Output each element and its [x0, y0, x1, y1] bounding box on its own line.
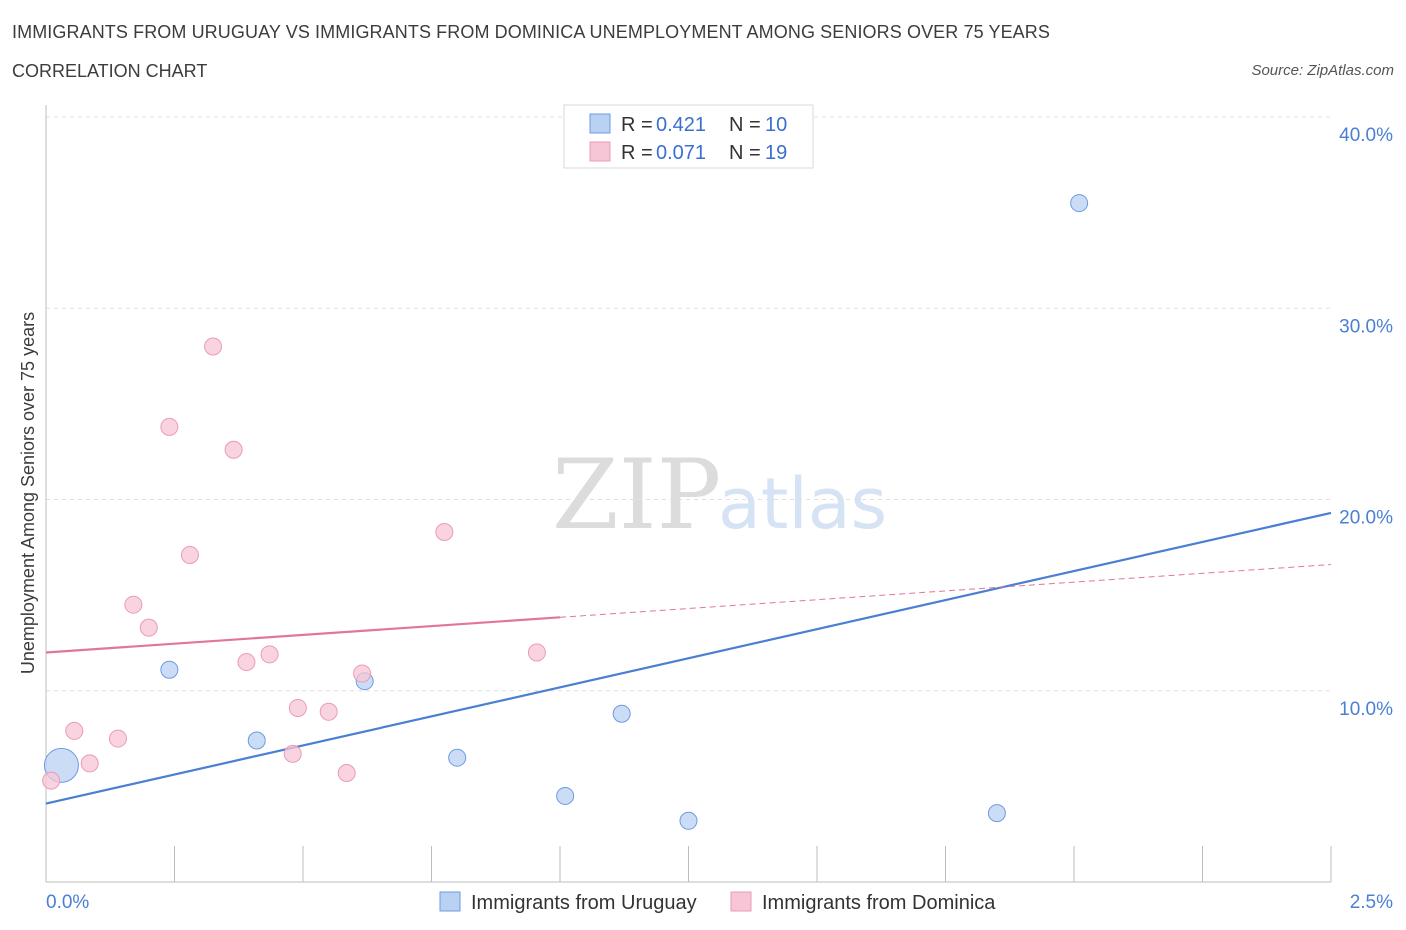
- point-uruguay-1: [160, 660, 179, 679]
- legend-swatch-uruguay: [589, 113, 611, 134]
- y-tick-label-30: 30.0%: [1339, 316, 1393, 337]
- chart-title: IMMIGRANTS FROM URUGUAY VS IMMIGRANTS FR…: [12, 22, 1050, 42]
- point-uruguay-6: [612, 704, 631, 723]
- point-dominica-4: [124, 595, 143, 614]
- watermark-atlas: atlas: [718, 463, 887, 545]
- y-axis-label: Unemployment Among Seniors over 75 years: [18, 312, 38, 674]
- point-uruguay-9: [1070, 194, 1089, 213]
- point-dominica-10: [237, 653, 256, 672]
- legend-swatch-dominica: [589, 141, 611, 162]
- point-dominica-3: [108, 729, 127, 748]
- point-dominica-15: [337, 763, 356, 782]
- point-dominica-0: [42, 771, 61, 790]
- correlation-legend: R = 0.421 N = 10 R = 0.071 N = 19: [563, 104, 814, 169]
- point-uruguay-5: [556, 786, 575, 805]
- axes: 10.0% 20.0% 30.0% 40.0% 0.0% 2.5%: [45, 105, 1393, 913]
- point-dominica-14: [319, 702, 338, 721]
- bottom-legend-label-dominica: Immigrants from Dominica: [762, 892, 996, 914]
- point-uruguay-8: [987, 804, 1006, 823]
- point-dominica-5: [139, 618, 158, 637]
- point-dominica-2: [80, 754, 99, 773]
- point-uruguay-2: [247, 731, 266, 750]
- data-points: [42, 194, 1089, 830]
- point-uruguay-7: [679, 811, 698, 830]
- trend-lines: [45, 511, 1332, 805]
- point-dominica-9: [224, 440, 243, 459]
- source-credit: Source: ZipAtlas.com: [1251, 62, 1394, 79]
- point-dominica-17: [435, 523, 454, 542]
- legend-n-label-1: N =: [729, 114, 761, 136]
- x-tick-label-min: 0.0%: [46, 892, 89, 913]
- y-tick-label-40: 40.0%: [1339, 125, 1393, 146]
- legend-r-label-2: R =: [621, 142, 653, 164]
- legend-r-value-uruguay: 0.421: [656, 114, 706, 136]
- point-dominica-18: [527, 643, 546, 662]
- trend-line-dominica-dashed: [559, 564, 1332, 618]
- legend-n-value-dominica: 19: [765, 142, 787, 164]
- point-dominica-12: [283, 744, 302, 763]
- x-tick-label-max: 2.5%: [1350, 892, 1393, 913]
- point-uruguay-4: [448, 748, 467, 767]
- watermark-zip: ZIP: [552, 439, 721, 551]
- point-dominica-11: [260, 645, 279, 664]
- trend-line-dominica-solid: [45, 616, 561, 654]
- legend-n-value-uruguay: 10: [765, 114, 787, 136]
- bottom-legend-swatch-uruguay: [439, 891, 461, 912]
- point-dominica-7: [180, 545, 199, 564]
- point-dominica-8: [204, 337, 223, 356]
- point-dominica-6: [160, 417, 179, 436]
- series-legend: Immigrants from Uruguay Immigrants from …: [439, 891, 996, 914]
- point-dominica-16: [353, 664, 372, 683]
- gridlines: [46, 116, 1331, 692]
- trend-line-uruguay: [45, 511, 1332, 805]
- bottom-legend-label-uruguay: Immigrants from Uruguay: [471, 892, 697, 914]
- point-dominica-13: [288, 698, 307, 717]
- legend-n-label-2: N =: [729, 142, 761, 164]
- bottom-legend-swatch-dominica: [730, 891, 752, 912]
- chart-subtitle: CORRELATION CHART: [12, 61, 208, 81]
- legend-r-label-1: R =: [621, 114, 653, 136]
- legend-r-value-dominica: 0.071: [656, 142, 706, 164]
- point-dominica-1: [65, 721, 84, 740]
- y-tick-label-20: 20.0%: [1339, 508, 1393, 529]
- y-tick-label-10: 10.0%: [1339, 699, 1393, 720]
